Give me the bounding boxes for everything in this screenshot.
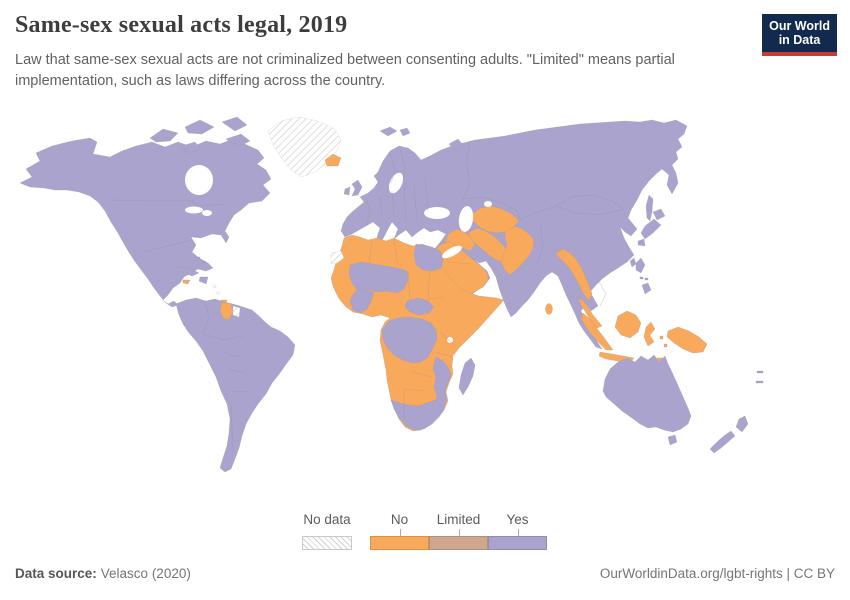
region-japan-honshu[interactable] bbox=[640, 218, 662, 240]
owid-logo-line1: Our World bbox=[769, 19, 830, 33]
region-australia[interactable] bbox=[602, 354, 692, 433]
legend-item-no-data: No data bbox=[302, 512, 352, 550]
legend-swatch-yes[interactable] bbox=[488, 536, 547, 550]
region-jamaica[interactable] bbox=[182, 279, 191, 285]
region-sumatra[interactable] bbox=[580, 312, 614, 351]
lake-victoria bbox=[447, 337, 453, 343]
region-new-zealand-south[interactable] bbox=[709, 430, 736, 454]
region-western-sahara[interactable] bbox=[330, 250, 345, 265]
region-madagascar[interactable] bbox=[458, 357, 476, 396]
country-borders bbox=[111, 140, 625, 453]
region-new-guinea[interactable] bbox=[666, 326, 708, 354]
region-lesser-antilles[interactable] bbox=[212, 284, 217, 288]
region-bahamas[interactable] bbox=[201, 260, 206, 264]
data-source-value: Velasco (2020) bbox=[100, 566, 191, 581]
aral-sea bbox=[484, 201, 492, 207]
region-ireland[interactable] bbox=[343, 186, 351, 196]
region-philippines-visayas[interactable] bbox=[644, 277, 649, 281]
great-lakes bbox=[202, 210, 212, 216]
region-central-african-republic[interactable] bbox=[404, 297, 435, 316]
region-tasmania[interactable] bbox=[667, 434, 678, 446]
region-south-america[interactable] bbox=[175, 297, 296, 473]
region-sakhalin[interactable] bbox=[645, 194, 654, 222]
legend-label-limited[interactable]: Limited bbox=[436, 512, 481, 527]
chart-footer: Data source: Velasco (2020) OurWorldinDat… bbox=[15, 566, 835, 581]
region-mali-niger[interactable] bbox=[348, 261, 409, 294]
legend-label-yes[interactable]: Yes bbox=[506, 512, 529, 527]
region-arctic-island[interactable] bbox=[221, 116, 248, 132]
hudson-bay bbox=[185, 165, 213, 195]
data-source-label: Data source: bbox=[15, 566, 97, 581]
region-philippines-visayas[interactable] bbox=[639, 276, 644, 280]
region-greenland[interactable] bbox=[267, 116, 342, 178]
region-afghanistan-pakistan[interactable] bbox=[500, 225, 535, 276]
legend-tick bbox=[458, 529, 460, 536]
region-arctic-island[interactable] bbox=[181, 141, 202, 154]
region-moluccas[interactable] bbox=[663, 343, 668, 348]
legend-item-no: No bbox=[370, 512, 429, 550]
region-suriname[interactable] bbox=[232, 305, 241, 318]
legend-label-no-data[interactable]: No data bbox=[303, 512, 351, 527]
region-egypt[interactable] bbox=[413, 243, 444, 272]
owid-link[interactable]: OurWorldinData.org/lgbt-rights | CC BY bbox=[599, 566, 835, 581]
region-new-caledonia[interactable] bbox=[755, 380, 764, 384]
region-sulawesi[interactable] bbox=[643, 321, 656, 347]
legend-tick bbox=[399, 529, 401, 536]
region-guyana[interactable] bbox=[219, 301, 234, 321]
region-sri-lanka[interactable] bbox=[545, 303, 553, 315]
owid-logo-line2: in Data bbox=[778, 33, 821, 48]
data-source: Data source: Velasco (2020) bbox=[15, 566, 191, 581]
region-new-zealand-north[interactable] bbox=[735, 415, 749, 433]
region-north-america[interactable] bbox=[19, 137, 272, 308]
region-moluccas[interactable] bbox=[659, 335, 664, 340]
legend-tick bbox=[517, 529, 519, 536]
region-philippines-mindanao[interactable] bbox=[641, 282, 652, 295]
region-hispaniola[interactable] bbox=[198, 276, 209, 285]
owid-logo[interactable]: Our World in Data bbox=[762, 14, 837, 56]
region-burkina-cote-divoire[interactable] bbox=[349, 288, 375, 314]
legend-item-yes: Yes bbox=[488, 512, 547, 550]
caspian-sea bbox=[458, 206, 474, 232]
region-mozambique[interactable] bbox=[432, 356, 452, 414]
region-philippines-luzon[interactable] bbox=[635, 257, 646, 274]
region-novaya-zemlya[interactable] bbox=[448, 138, 465, 152]
baltic-sea bbox=[388, 172, 404, 194]
region-cuba[interactable] bbox=[174, 266, 200, 277]
region-congo-drc-angola[interactable] bbox=[381, 316, 438, 364]
region-iceland[interactable] bbox=[324, 153, 342, 167]
legend-swatch-limited[interactable] bbox=[429, 536, 488, 550]
region-svalbard[interactable] bbox=[399, 127, 411, 137]
page-subtitle: Law that same-sex sexual acts are not cr… bbox=[15, 52, 675, 89]
page-title: Same-sex sexual acts legal, 2019 bbox=[15, 12, 348, 38]
legend-swatch-no-data[interactable] bbox=[302, 536, 352, 550]
region-borneo[interactable] bbox=[614, 310, 642, 339]
region-turkmenistan-uzbekistan[interactable] bbox=[471, 205, 520, 234]
black-sea bbox=[424, 207, 450, 219]
legend-swatch-no[interactable] bbox=[370, 536, 429, 550]
region-arctic-island[interactable] bbox=[184, 119, 215, 135]
region-bahamas[interactable] bbox=[196, 256, 201, 260]
region-japan-hokkaido[interactable] bbox=[652, 208, 666, 221]
region-united-kingdom[interactable] bbox=[351, 179, 363, 197]
region-arctic-island[interactable] bbox=[225, 133, 251, 148]
region-arctic-island[interactable] bbox=[149, 128, 179, 143]
region-south-africa[interactable] bbox=[390, 399, 445, 431]
region-fiji[interactable] bbox=[756, 370, 764, 374]
legend-item-limited: Limited bbox=[429, 512, 488, 550]
persian-gulf bbox=[442, 245, 462, 259]
region-lesser-antilles[interactable] bbox=[216, 291, 220, 295]
region-bangladesh-myanmar[interactable] bbox=[555, 248, 593, 302]
region-japan-kyushu[interactable] bbox=[637, 238, 646, 247]
legend-label-no[interactable]: No bbox=[390, 512, 409, 527]
great-lakes bbox=[185, 206, 203, 214]
region-taiwan[interactable] bbox=[629, 257, 637, 268]
map-legend: No data No Limited Yes bbox=[0, 512, 850, 554]
region-svalbard[interactable] bbox=[379, 126, 398, 137]
